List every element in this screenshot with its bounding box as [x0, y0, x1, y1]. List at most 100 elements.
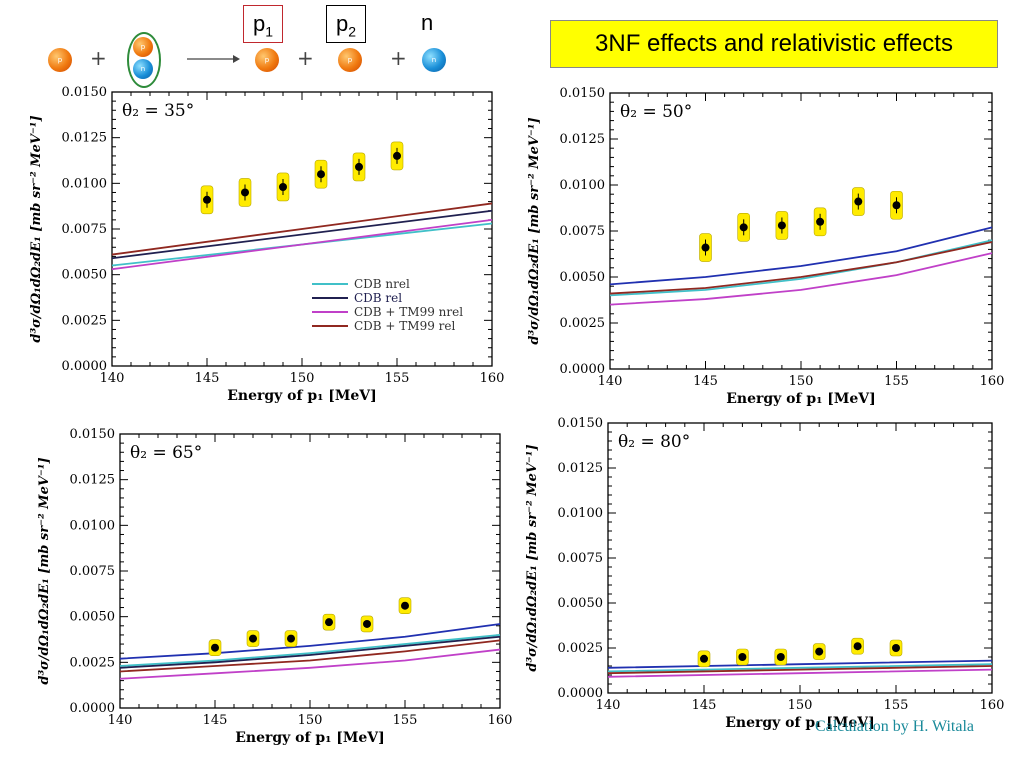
- y-tick-label: 0.0100: [560, 178, 606, 193]
- y-tick-label: 0.0050: [558, 596, 604, 611]
- x-tick-label: 160: [480, 371, 505, 386]
- slide-title: 3NF effects and relativistic effects: [550, 20, 998, 68]
- legend-entry: CDB nrel: [354, 277, 410, 291]
- data-point: [700, 654, 708, 663]
- plus-sign: +: [297, 46, 314, 70]
- series-line-cdb_nrel: [119, 634, 501, 667]
- outgoing-neutron-icon: n: [422, 48, 446, 72]
- y-axis-label: d³σ/dΩ₁dΩ₂dE₁ [mb sr⁻² MeV⁻¹]: [37, 457, 52, 684]
- y-tick-label: 0.0150: [62, 85, 108, 100]
- reaction-header: p + p n p + p + n p1 p2 n: [0, 0, 1024, 88]
- x-tick-label: 160: [488, 713, 513, 728]
- series-line-cdb_tm99_nrel: [607, 668, 993, 678]
- p2-label: p2: [326, 5, 367, 43]
- x-axis-label: Energy of p₁ [MeV]: [726, 391, 875, 407]
- data-point: [211, 643, 219, 652]
- y-tick-label: 0.0150: [560, 86, 606, 101]
- x-tick-label: 140: [596, 698, 621, 713]
- chart-panel-35deg: 140 145 150 155 160 0.0000 0.0025 0.0050 0.0075 0…: [29, 85, 505, 404]
- y-tick-label: 0.0075: [62, 222, 108, 237]
- chart-panel-65deg: 140 145 150 155 160 0.0000 0.0025 0.0050 0.0075 0…: [37, 427, 513, 746]
- y-tick-label: 0.0000: [70, 701, 116, 716]
- data-point: [401, 601, 409, 610]
- y-tick-label: 0.0025: [558, 641, 604, 656]
- series-line-blue_line: [119, 623, 501, 660]
- credit-text: Calculation by H. Witala: [815, 718, 975, 735]
- series-line-cdb_tm99_nrel: [609, 252, 993, 306]
- x-tick-label: 155: [393, 713, 418, 728]
- y-tick-label: 0.0050: [70, 610, 116, 625]
- y-tick-label: 0.0125: [70, 473, 116, 488]
- p1-label: p1: [243, 5, 284, 43]
- plot-frame: [609, 92, 993, 370]
- series-line-blue_line: [609, 226, 993, 286]
- plot-frame: [119, 433, 501, 709]
- y-tick-label: 0.0100: [62, 176, 108, 191]
- data-point: [892, 644, 900, 652]
- y-tick-label: 0.0075: [560, 224, 606, 239]
- x-tick-label: 155: [884, 374, 909, 389]
- y-tick-label: 0.0025: [70, 655, 116, 670]
- chart-panel-50deg: 140 145 150 155 160 0.0000 0.0025 0.0050 0.0075 0…: [527, 86, 1005, 407]
- legend-entry: CDB rel: [354, 291, 402, 305]
- x-tick-label: 160: [980, 374, 1005, 389]
- series-line-cdb_tm99_nrel: [111, 218, 493, 271]
- data-point: [287, 634, 295, 643]
- chart-panel-80deg: 140 145 150 155 160 0.0000 0.0025 0.0050 0.0075 0…: [525, 416, 1005, 731]
- x-tick-label: 140: [100, 371, 125, 386]
- plot-frame: [607, 422, 993, 694]
- y-tick-label: 0.0050: [560, 270, 606, 285]
- y-tick-label: 0.0000: [62, 359, 108, 374]
- y-tick-label: 0.0150: [70, 427, 116, 442]
- deuteron-neutron-icon: n: [133, 59, 153, 79]
- x-tick-label: 140: [598, 374, 623, 389]
- data-point: [363, 619, 371, 628]
- proton-beam-icon: p: [48, 48, 72, 72]
- y-axis-label: d³σ/dΩ₁dΩ₂dE₁ [mb sr⁻² MeV⁻¹]: [29, 115, 44, 342]
- series-line-cdb_rel: [111, 209, 493, 260]
- y-tick-label: 0.0100: [70, 518, 116, 533]
- x-tick-label: 150: [789, 374, 814, 389]
- series-line-cdb_nrel: [607, 663, 993, 673]
- series-line-cdb_tm99_rel: [607, 665, 993, 675]
- x-tick-label: 150: [788, 698, 813, 713]
- series-line-cdb_tm99_rel: [609, 241, 993, 295]
- y-tick-label: 0.0075: [70, 564, 116, 579]
- x-axis-label: Energy of p₁ [MeV]: [227, 388, 376, 404]
- reaction-arrow-icon: [187, 55, 240, 63]
- y-tick-label: 0.0050: [62, 268, 108, 283]
- series-line-cdb_rel: [119, 635, 501, 669]
- x-tick-label: 160: [980, 698, 1005, 713]
- outgoing-proton2-icon: p: [338, 48, 362, 72]
- n-label: n: [421, 10, 434, 35]
- x-tick-label: 145: [195, 371, 220, 386]
- x-tick-label: 145: [203, 713, 228, 728]
- x-axis-label: Energy of p₁ [MeV]: [235, 730, 384, 746]
- series-line-blue_line: [607, 659, 993, 669]
- data-point: [815, 647, 824, 656]
- y-tick-label: 0.0025: [560, 316, 606, 331]
- y-tick-label: 0.0000: [560, 362, 606, 377]
- data-point: [325, 618, 333, 627]
- plus-sign: +: [90, 46, 107, 70]
- x-axis-label: Energy of p₁ [MeV]: [725, 715, 874, 731]
- y-tick-label: 0.0125: [560, 132, 606, 147]
- angle-label: θ₂ = 50°: [620, 102, 692, 122]
- x-tick-label: 150: [298, 713, 323, 728]
- plus-sign: +: [390, 46, 407, 70]
- series-line-cdb_tm99_rel: [119, 639, 501, 673]
- y-tick-label: 0.0100: [558, 506, 604, 521]
- x-tick-label: 155: [884, 698, 909, 713]
- series-line-cdb_tm99_nrel: [119, 648, 501, 680]
- deuteron-outline: [127, 32, 161, 88]
- angle-label: θ₂ = 65°: [130, 443, 202, 463]
- legend-entry: CDB + TM99 rel: [354, 319, 456, 333]
- y-tick-label: 0.0125: [558, 461, 604, 476]
- angle-label: θ₂ = 35°: [122, 101, 194, 121]
- angle-label: θ₂ = 80°: [618, 432, 690, 452]
- x-tick-label: 155: [385, 371, 410, 386]
- y-axis-label: d³σ/dΩ₁dΩ₂dE₁ [mb sr⁻² MeV⁻¹]: [525, 444, 540, 671]
- y-tick-label: 0.0025: [62, 313, 108, 328]
- legend-entry: CDB + TM99 nrel: [354, 305, 463, 319]
- y-tick-label: 0.0125: [62, 131, 108, 146]
